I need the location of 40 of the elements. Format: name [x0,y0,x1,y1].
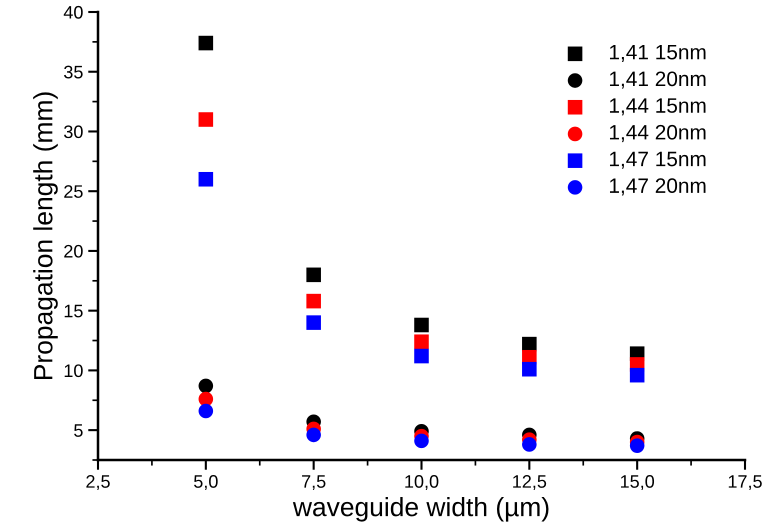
y-tick-label: 40 [64,6,83,19]
point [198,404,214,418]
x-tick-label: 10,0 [405,475,438,490]
point [198,378,214,394]
point [198,112,214,127]
point [522,362,537,376]
x-tick-label: 12,5 [513,475,546,490]
legend-label: 1,41 15nm [610,44,706,62]
x-tick-label: 7,5 [302,475,326,490]
point [414,434,429,448]
y-tick-label: 30 [64,125,83,138]
y-tick-label: 25 [64,185,83,198]
point [306,315,321,330]
x-tick-label: 2,5 [86,475,110,490]
point [198,36,214,50]
y-tick-label: 15 [64,304,83,318]
y-tick-label: 5 [74,424,83,437]
point [630,438,644,453]
x-tick-label: 17,5 [728,475,762,490]
point [306,428,321,442]
legend-label: 1,44 15nm [610,98,706,116]
point [414,348,429,364]
legend-label: 1,47 20nm [610,178,706,196]
point [414,318,429,332]
x-tick-label: 5,0 [194,475,218,490]
point [630,368,644,382]
y-tick-label: 20 [64,244,83,258]
y-axis-title: Propagation length (mm) [33,92,58,380]
legend-label: 1,47 15nm [610,152,706,169]
x-axis-title: waveguide width (µm) [292,496,548,522]
legend-label: 1,44 20nm [610,124,706,142]
point [306,268,321,282]
x-tick-label: 15,0 [620,475,654,490]
y-tick-label: 35 [64,66,83,78]
legend-label: 1,41 20nm [610,71,706,89]
point [306,294,321,308]
point [414,334,429,350]
point [522,437,537,452]
y-tick-label: 10 [64,364,83,378]
point [198,172,214,187]
